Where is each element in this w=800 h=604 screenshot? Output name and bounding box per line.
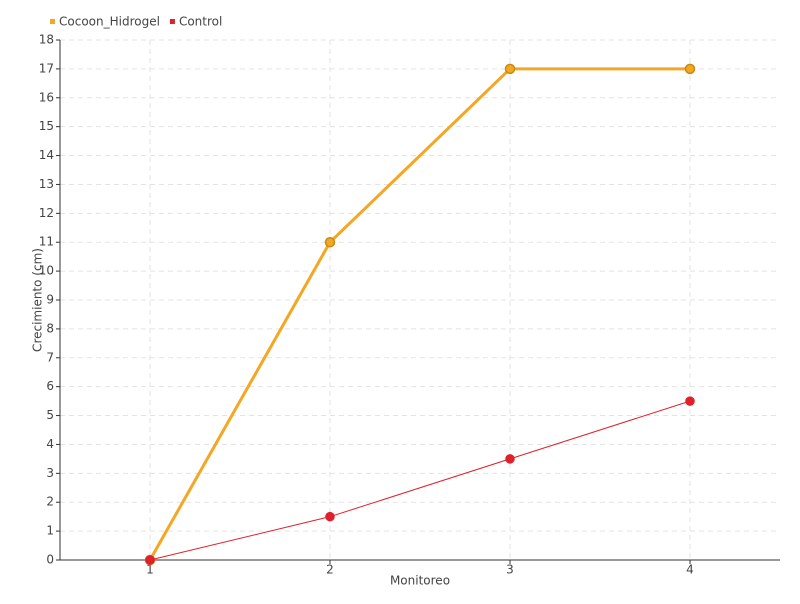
point [684,63,696,75]
legend-label: Cocoon_Hidrogel [59,15,160,29]
y-tick-label: 7 [46,350,54,364]
y-tick-label: 11 [39,235,54,249]
y-tick-label: 18 [39,33,54,47]
x-tick-label: 3 [506,563,514,577]
y-tick-label: 5 [46,408,54,422]
legend-label: Control [179,15,222,29]
y-tick-label: 17 [39,61,54,75]
x-tick-label: 2 [326,563,334,577]
y-tick-label: 12 [39,206,54,220]
y-tick-label: 0 [46,553,54,567]
y-tick-label: 2 [46,495,54,509]
point [504,63,516,75]
series-line [148,67,690,561]
series-line [149,400,691,561]
x-tick-label: 1 [146,563,154,577]
y-tick-label: 4 [46,437,54,451]
y-tick-label: 10 [39,264,54,278]
y-tick-label: 6 [46,379,54,393]
legend-swatch [50,19,55,24]
y-tick-label: 8 [46,321,54,335]
y-tick-label: 9 [46,293,54,307]
point [325,511,335,522]
legend-swatch [169,19,175,24]
y-tick-label: 16 [39,90,54,104]
y-tick-label: 13 [39,177,54,191]
y-axis-label: Crecimiento (cm) [31,248,45,352]
x-axis-label: Monitoreo [390,574,450,588]
y-tick-label: 15 [39,119,54,133]
y-tick-label: 1 [46,524,54,538]
point [505,454,515,464]
point [145,555,155,565]
x-tick-label: 4 [686,563,694,577]
y-tick-label: 3 [46,466,54,480]
point [685,396,695,406]
point [324,236,336,248]
y-tick-label: 14 [39,148,54,162]
